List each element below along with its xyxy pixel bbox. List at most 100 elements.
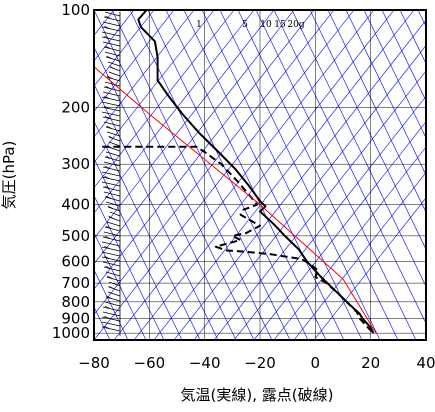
- moist-adiabat-line: [173, 19, 426, 340]
- wind-barb: [105, 56, 121, 62]
- y-tick-label: 200: [61, 98, 90, 116]
- wind-barb: [101, 111, 121, 117]
- wind-barb: [101, 321, 121, 327]
- wind-barb-half: [104, 105, 110, 109]
- y-tick-label: 500: [61, 227, 90, 245]
- x-tick-label: −80: [78, 354, 110, 372]
- wind-barb: [102, 41, 121, 47]
- moist-adiabat-line: [94, 10, 215, 163]
- wind-barb: [101, 31, 121, 37]
- wind-barb: [101, 176, 121, 182]
- x-axis-label: 気温(実線), 露点(破線): [181, 386, 334, 404]
- wind-barb: [106, 131, 121, 137]
- wind-barb: [101, 26, 121, 32]
- wind-barb-half: [108, 285, 114, 289]
- moist-adiabat-line: [94, 10, 335, 316]
- wind-barb-half: [105, 15, 111, 19]
- wind-barb: [102, 21, 121, 27]
- wind-barb: [102, 311, 121, 317]
- wind-barb: [102, 236, 121, 242]
- wind-barb: [102, 261, 121, 267]
- mixing-ratio-labels: 1 5 10 15 20g: [196, 20, 305, 30]
- wind-barb: [105, 271, 121, 277]
- x-tick-label: −40: [189, 354, 221, 372]
- wind-barb: [101, 316, 121, 322]
- dry-adiabat-line: [291, 10, 426, 288]
- y-tick-label: 600: [61, 252, 90, 270]
- y-tick-label: 900: [61, 309, 90, 327]
- wind-barb: [103, 16, 121, 22]
- wind-barb: [103, 161, 121, 167]
- wind-barb-half: [104, 175, 110, 179]
- dry-adiabat-line: [147, 10, 309, 340]
- dry-adiabat-line: [165, 10, 327, 340]
- wind-barb: [108, 286, 121, 292]
- moist-adiabat-line: [94, 10, 255, 214]
- wind-barb-half: [107, 75, 113, 79]
- y-tick-label: 1000: [52, 324, 90, 342]
- wind-barb: [101, 106, 121, 112]
- wind-barb: [103, 121, 121, 127]
- x-tick-label: −20: [244, 354, 276, 372]
- grid-lines: [94, 10, 426, 340]
- wind-barb: [102, 116, 121, 122]
- wind-barb: [104, 51, 121, 57]
- wind-barb-half: [104, 235, 110, 239]
- wind-barb: [101, 101, 121, 107]
- wind-barb-half: [105, 155, 112, 159]
- mixing-ratio-label: 5: [242, 20, 248, 30]
- dry-adiabat-line: [237, 10, 399, 340]
- wind-barb: [108, 216, 121, 222]
- reference-line: [94, 66, 377, 334]
- dry-adiabat-line: [327, 10, 426, 213]
- wind-barb: [101, 256, 121, 262]
- wind-barb: [104, 156, 121, 162]
- moist-adiabat-line: [213, 70, 426, 340]
- wind-barb-half: [107, 205, 113, 209]
- wind-barb-half: [104, 245, 110, 249]
- dry-adiabat-line: [94, 269, 129, 340]
- y-axis-label: 気圧(hPa): [0, 141, 18, 210]
- moist-adiabat-line: [293, 171, 426, 340]
- wind-barb-half: [105, 265, 111, 269]
- dry-adiabat-line: [201, 10, 363, 340]
- wind-barb-half: [104, 35, 110, 39]
- wind-barb: [101, 96, 121, 102]
- wind-barb: [109, 211, 121, 217]
- wind-barb-half: [108, 215, 114, 219]
- dry-adiabat-line: [94, 157, 183, 340]
- dry-adiabat-line: [399, 10, 426, 65]
- wind-barb: [104, 196, 121, 202]
- moist-adiabat-line: [94, 10, 175, 113]
- dry-adiabat-line: [94, 46, 237, 340]
- wind-barb: [104, 226, 121, 232]
- moist-adiabat-line: [94, 10, 195, 138]
- wind-barb-half: [105, 225, 112, 229]
- wind-barb: [108, 281, 121, 287]
- moist-adiabat-line: [94, 10, 155, 87]
- wind-barb: [104, 81, 121, 87]
- wind-barb-half: [104, 185, 110, 189]
- moist-adiabat-line: [94, 10, 315, 290]
- wind-barb-half: [104, 165, 110, 169]
- wind-barbs: [101, 11, 121, 336]
- y-tick-label: 700: [61, 274, 90, 292]
- wind-barb: [105, 296, 121, 302]
- wind-barb: [108, 71, 121, 77]
- dry-adiabat-line: [94, 83, 219, 340]
- wind-barb: [105, 126, 121, 132]
- moist-adiabat-line: [273, 146, 426, 340]
- wind-barb-half: [108, 65, 115, 69]
- wind-barb-half: [106, 295, 112, 299]
- wind-barb: [107, 146, 121, 152]
- wind-barb: [106, 76, 121, 82]
- dry-adiabat-line: [255, 10, 417, 340]
- x-tick-label: 20: [361, 354, 380, 372]
- x-tick-label: −60: [134, 354, 166, 372]
- wind-barb: [104, 301, 121, 307]
- wind-barb-half: [108, 135, 114, 139]
- wind-barb: [101, 326, 121, 332]
- mixing-ratio-label: 10: [260, 20, 272, 30]
